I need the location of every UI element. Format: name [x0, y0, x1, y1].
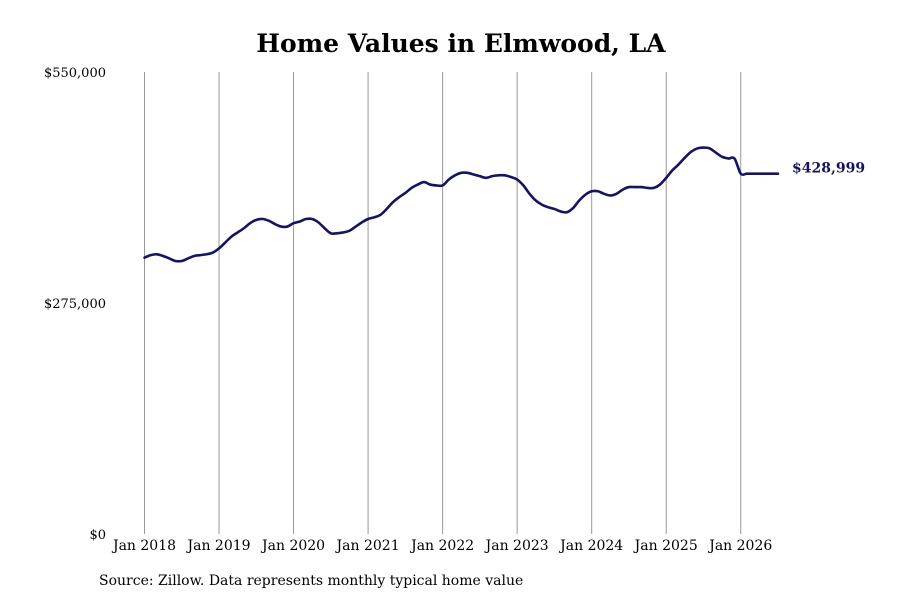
x-tick-label: Jan 2021 [335, 538, 400, 554]
x-tick-label: Jan 2025 [633, 538, 698, 554]
x-tick-label: Jan 2024 [558, 538, 623, 554]
y-axis-tick-labels: $0 $275,000 $550,000 [44, 66, 106, 543]
source-note: Source: Zillow. Data represents monthly … [99, 573, 524, 589]
x-axis-tick-labels: Jan 2018 Jan 2019 Jan 2020 Jan 2021 Jan 2022… [111, 538, 772, 554]
x-tick-label: Jan 2018 [111, 538, 176, 554]
vertical-gridlines [144, 72, 742, 534]
y-tick-label: $275,000 [44, 297, 106, 312]
x-tick-label: Jan 2023 [484, 538, 549, 554]
current-value-label: $428,999 [792, 161, 865, 177]
x-tick-label: Jan 2026 [707, 538, 772, 554]
x-tick-label: Jan 2019 [185, 538, 250, 554]
y-tick-label: $550,000 [44, 66, 106, 81]
home-value-line [143, 146, 780, 263]
chart-title: Home Values in Elmwood, LA [256, 29, 666, 58]
x-tick-label: Jan 2020 [260, 538, 325, 554]
y-tick-label: $0 [89, 528, 106, 543]
x-tick-label: Jan 2022 [409, 538, 474, 554]
